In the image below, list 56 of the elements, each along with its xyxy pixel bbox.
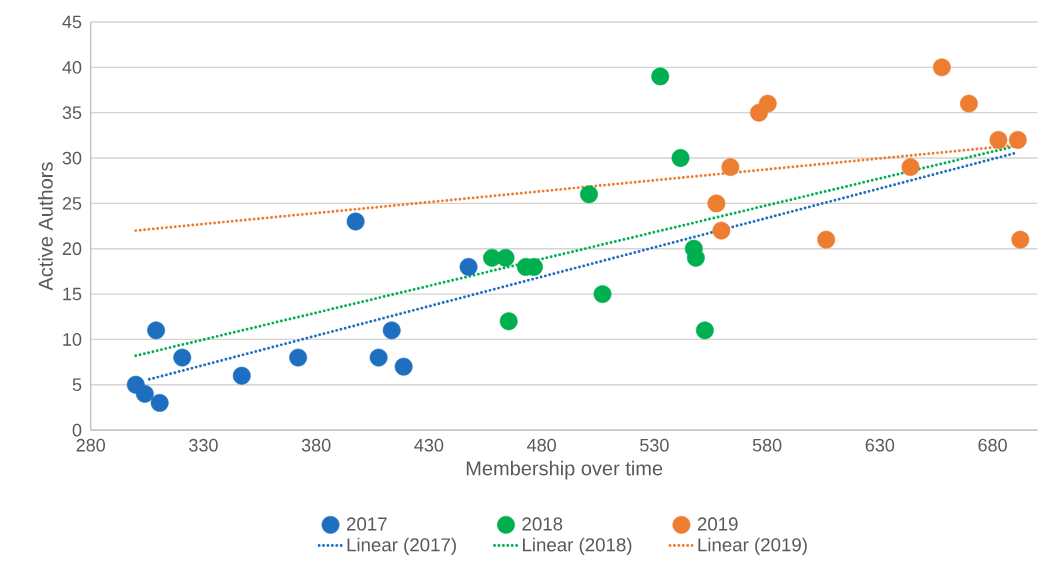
y-tick-label: 0 — [72, 423, 82, 437]
point — [901, 158, 920, 176]
legend-label: 2017 — [346, 517, 387, 531]
x-tick-label: 430 — [414, 438, 444, 452]
point — [496, 248, 515, 267]
y-axis-title: Active Authors — [38, 162, 53, 291]
point — [671, 149, 690, 167]
legend-label: Linear (2017) — [347, 537, 456, 556]
point — [382, 321, 401, 340]
y-tick-label: 40 — [62, 60, 82, 74]
point — [721, 158, 740, 176]
point — [989, 130, 1008, 149]
y-tick-label: 5 — [72, 378, 82, 391]
point — [459, 257, 478, 276]
point — [1008, 130, 1027, 149]
y-tick-label: 20 — [62, 242, 82, 256]
point — [289, 348, 308, 367]
point — [593, 285, 612, 303]
point — [147, 321, 166, 340]
x-tick-label: 480 — [527, 438, 556, 452]
point — [346, 212, 365, 231]
legend-label: 2018 — [522, 517, 563, 531]
point — [707, 194, 726, 213]
point — [580, 185, 598, 204]
y-tick-label: 30 — [62, 151, 82, 165]
point — [959, 94, 978, 113]
y-tick-label: 10 — [63, 332, 82, 346]
point — [817, 230, 836, 249]
x-tick-label: 580 — [752, 438, 782, 452]
legend-label: 2019 — [697, 517, 738, 531]
point — [499, 312, 518, 331]
x-tick-label: 330 — [189, 438, 218, 452]
x-tick-label: 530 — [640, 438, 669, 452]
x-tick-label: 630 — [865, 438, 895, 452]
x-tick-label: 280 — [76, 438, 106, 452]
legend-label: Linear (2019) — [698, 537, 807, 556]
point — [150, 393, 169, 412]
x-tick-label: 680 — [978, 438, 1007, 452]
x-axis-title: Membership over time — [466, 460, 663, 480]
point — [651, 67, 670, 86]
point — [369, 348, 388, 367]
y-tick-label: 25 — [62, 196, 82, 210]
point — [394, 357, 413, 376]
x-tick-label: 380 — [301, 438, 331, 452]
legend-label: Linear (2018) — [523, 537, 632, 556]
y-tick-label: 35 — [62, 106, 82, 119]
point — [135, 384, 154, 403]
y-tick-label: 45 — [62, 15, 82, 29]
point — [750, 103, 768, 122]
point — [1011, 230, 1030, 249]
y-tick-label: 15 — [63, 287, 82, 301]
point — [712, 221, 731, 240]
point — [173, 348, 192, 367]
point — [695, 321, 714, 340]
point — [932, 58, 951, 77]
point — [232, 366, 251, 385]
